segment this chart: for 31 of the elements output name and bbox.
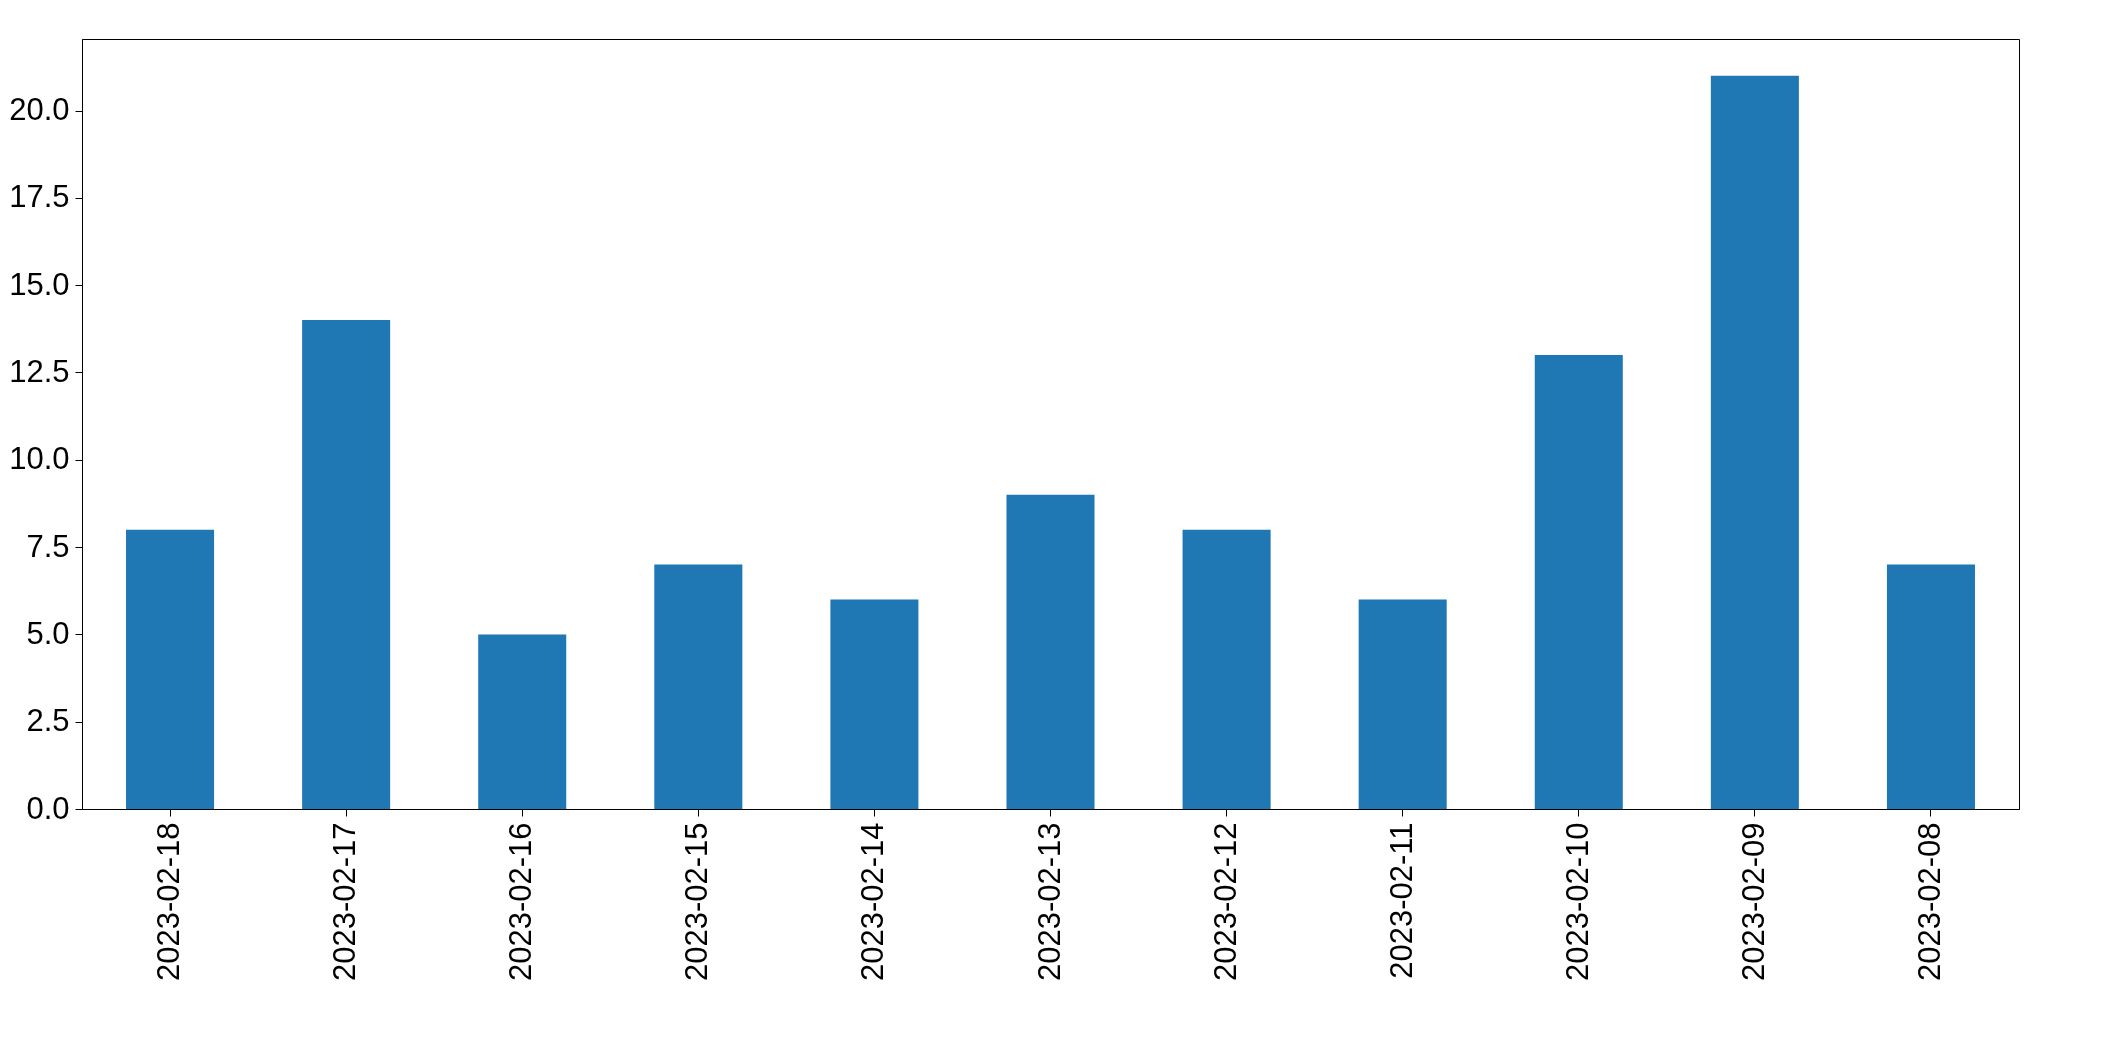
y-tick-label: 12.5 xyxy=(9,353,70,389)
y-tick-label: 7.5 xyxy=(26,528,70,564)
x-tick-label: 2023-02-12 xyxy=(1207,822,1243,982)
x-tick-label: 2023-02-17 xyxy=(327,822,363,982)
y-tick-label: 0.0 xyxy=(26,790,70,826)
bar xyxy=(1006,494,1095,809)
x-tick-label: 2023-02-14 xyxy=(855,822,891,982)
x-tick-label: 2023-02-15 xyxy=(679,822,715,982)
bar xyxy=(478,634,567,809)
bar xyxy=(830,599,919,809)
x-tick-label: 2023-02-10 xyxy=(1559,822,1595,982)
bar xyxy=(1886,564,1975,809)
y-tick-label: 2.5 xyxy=(26,703,70,739)
x-tick-label: 2023-02-18 xyxy=(151,822,187,982)
x-tick-label: 2023-02-11 xyxy=(1383,822,1419,979)
bar xyxy=(1534,355,1623,809)
y-tick-label: 20.0 xyxy=(9,92,70,128)
bar xyxy=(302,320,391,809)
y-tick-label: 5.0 xyxy=(26,615,70,651)
bar xyxy=(1182,529,1271,809)
y-tick-label: 17.5 xyxy=(9,179,70,215)
bar xyxy=(654,564,743,809)
y-tick-label: 10.0 xyxy=(9,441,70,477)
x-tick-label: 2023-02-09 xyxy=(1735,822,1771,982)
bar xyxy=(1710,75,1799,809)
y-tick-label: 15.0 xyxy=(9,266,70,302)
bar xyxy=(1358,599,1447,809)
x-tick-label: 2023-02-16 xyxy=(503,822,539,982)
x-tick-label: 2023-02-13 xyxy=(1031,822,1067,982)
bar xyxy=(126,529,215,809)
x-tick-label: 2023-02-08 xyxy=(1911,822,1947,982)
